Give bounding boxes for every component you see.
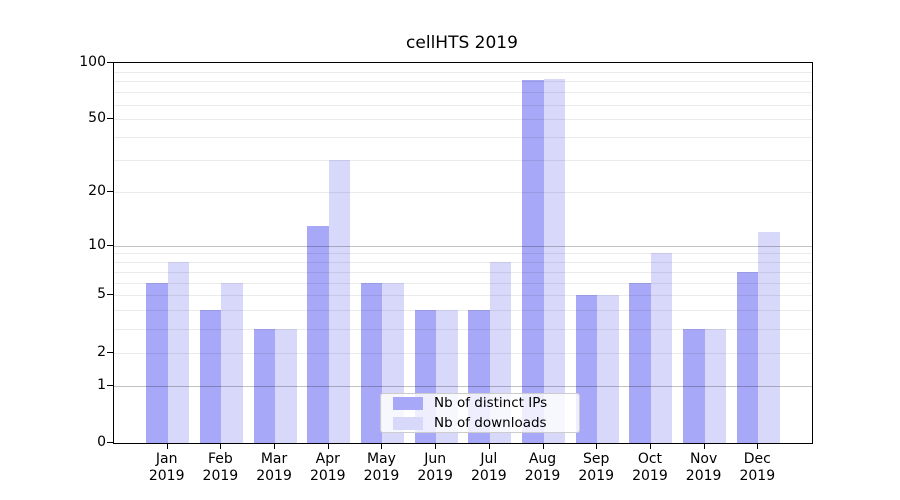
x-tick-mark bbox=[488, 443, 490, 449]
plot-area: Nb of distinct IPs Nb of downloads bbox=[113, 62, 813, 444]
y-tick-mark bbox=[107, 62, 113, 63]
x-tick-label: Mar 2019 bbox=[256, 451, 292, 484]
y-tick-label: 100 bbox=[79, 54, 106, 70]
legend-label-downloads: Nb of downloads bbox=[434, 415, 547, 431]
x-tick-mark bbox=[703, 443, 705, 449]
y-tick-label: 50 bbox=[88, 110, 106, 127]
y-tick-mark bbox=[107, 384, 113, 386]
bar-distinct-ips bbox=[146, 282, 168, 443]
gridline bbox=[114, 295, 812, 297]
bar-distinct-ips bbox=[629, 282, 651, 443]
x-tick-mark bbox=[327, 443, 329, 449]
gridline bbox=[114, 92, 812, 94]
y-tick-label: 2 bbox=[97, 343, 106, 360]
bar-distinct-ips bbox=[575, 295, 598, 443]
x-tick-mark bbox=[381, 443, 383, 449]
x-tick-label: Dec 2019 bbox=[739, 451, 776, 484]
bar-distinct-ips bbox=[736, 271, 759, 443]
x-tick-mark bbox=[166, 443, 168, 449]
bar-downloads bbox=[221, 282, 243, 443]
legend-item-distinct-ips: Nb of distinct IPs bbox=[393, 395, 579, 411]
bar-distinct-ips bbox=[522, 80, 544, 443]
bar-distinct-ips bbox=[253, 328, 276, 443]
y-tick-mark bbox=[107, 351, 113, 353]
bar-downloads bbox=[328, 160, 351, 443]
bar-downloads bbox=[758, 231, 780, 443]
bar-downloads bbox=[704, 328, 727, 443]
legend-item-downloads: Nb of downloads bbox=[393, 415, 579, 431]
gridline bbox=[114, 310, 812, 312]
gridline bbox=[114, 160, 812, 162]
y-tick-label: 0 bbox=[97, 434, 106, 450]
gridline bbox=[114, 271, 812, 273]
legend-swatch-distinct-ips bbox=[393, 396, 423, 410]
y-tick-mark bbox=[107, 118, 113, 120]
gridline bbox=[114, 385, 812, 387]
x-tick-label: Jul 2019 bbox=[471, 451, 507, 484]
x-tick-label: Nov 2019 bbox=[685, 451, 722, 484]
y-tick-mark bbox=[107, 244, 113, 246]
y-tick-label: 10 bbox=[88, 236, 106, 253]
gridline bbox=[114, 328, 812, 330]
gridline bbox=[114, 282, 812, 284]
y-tick-mark bbox=[107, 191, 113, 193]
bar-downloads bbox=[167, 262, 190, 443]
legend: Nb of distinct IPs Nb of downloads bbox=[380, 393, 580, 433]
y-tick-label: 5 bbox=[97, 286, 106, 303]
x-tick-mark bbox=[274, 443, 276, 449]
y-tick-label: 20 bbox=[88, 183, 106, 200]
y-tick-label: 1 bbox=[97, 376, 106, 393]
x-tick-label: Sep 2019 bbox=[578, 451, 615, 484]
gridline bbox=[114, 137, 812, 139]
bar-distinct-ips bbox=[199, 310, 222, 443]
x-tick-mark bbox=[757, 443, 759, 449]
bar-downloads bbox=[543, 79, 566, 443]
x-tick-label: May 2019 bbox=[363, 451, 400, 484]
x-tick-label: Apr 2019 bbox=[309, 451, 346, 484]
x-tick-label: Oct 2019 bbox=[632, 451, 668, 484]
gridline bbox=[114, 71, 812, 73]
bar-downloads bbox=[275, 328, 297, 443]
bar-distinct-ips bbox=[307, 225, 329, 443]
gridline bbox=[114, 104, 812, 106]
chart-title: cellHTS 2019 bbox=[406, 33, 518, 53]
gridline bbox=[114, 352, 812, 354]
gridline bbox=[114, 81, 812, 83]
gridline bbox=[114, 245, 812, 247]
x-tick-mark bbox=[220, 443, 222, 449]
bar-distinct-ips bbox=[683, 328, 705, 443]
legend-label-distinct-ips: Nb of distinct IPs bbox=[434, 395, 548, 411]
x-tick-mark bbox=[596, 443, 598, 449]
bar-downloads bbox=[650, 253, 673, 443]
x-tick-label: Jan 2019 bbox=[148, 451, 185, 484]
x-tick-label: Feb 2019 bbox=[202, 451, 239, 484]
gridline bbox=[114, 192, 812, 194]
y-tick-mark bbox=[107, 294, 113, 296]
legend-swatch-downloads bbox=[393, 416, 423, 430]
y-tick-mark bbox=[107, 442, 113, 443]
x-tick-mark bbox=[542, 443, 544, 449]
gridline bbox=[114, 119, 812, 121]
gridline bbox=[114, 253, 812, 255]
x-tick-label: Aug 2019 bbox=[524, 451, 561, 484]
x-tick-label: Jun 2019 bbox=[417, 451, 453, 484]
bar-downloads bbox=[597, 295, 619, 443]
x-tick-mark bbox=[649, 443, 651, 449]
x-tick-mark bbox=[435, 443, 437, 449]
grid-layer bbox=[114, 63, 812, 443]
gridline bbox=[114, 262, 812, 264]
bar-distinct-ips bbox=[360, 282, 383, 443]
